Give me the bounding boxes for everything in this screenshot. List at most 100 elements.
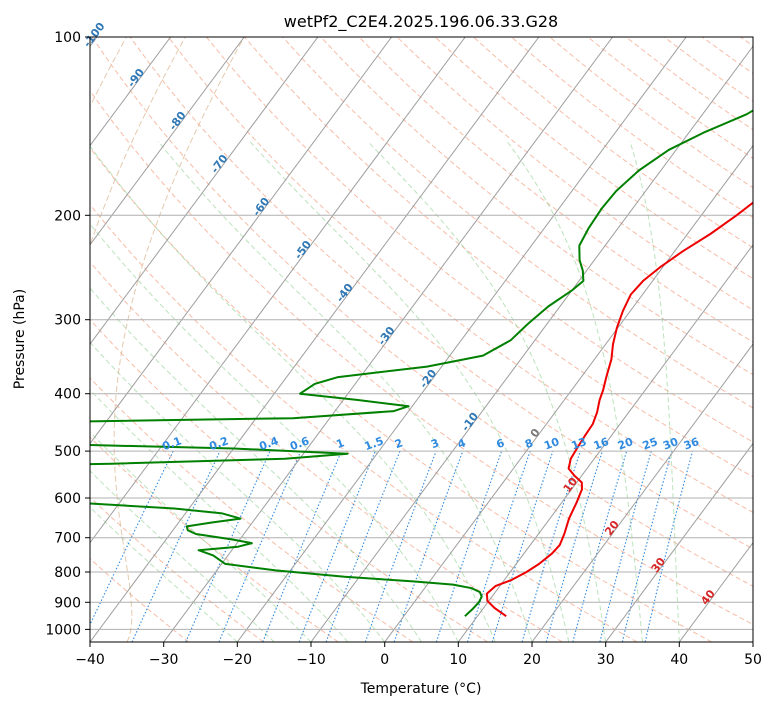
mixing-ratio-label: 0.4 (257, 434, 280, 453)
moist-adiabat (90, 389, 349, 642)
mixing-ratio-line (599, 450, 652, 642)
dry-adiabat (167, 37, 753, 514)
mixing-ratio-line (435, 450, 503, 642)
dry-adiabat (434, 37, 753, 280)
mixing-ratio-label: 30 (661, 435, 680, 453)
mixing-ratio-label: 3 (429, 436, 441, 451)
mixing-ratio-line (545, 450, 603, 642)
dry-adiabat (90, 436, 339, 642)
mixing-ratio-label: 0.6 (288, 434, 311, 453)
x-tick-label: 10 (449, 652, 467, 668)
x-tick-label: 40 (670, 652, 688, 668)
isotherm (90, 37, 540, 642)
isotherm (90, 37, 319, 345)
mixing-ratio-line (572, 450, 628, 642)
isotherm (752, 641, 753, 642)
mixing-ratio-line (521, 450, 581, 642)
x-tick-label: −10 (296, 652, 326, 668)
y-tick-label: 400 (54, 387, 81, 403)
isotherm-label: -70 (208, 152, 231, 176)
dry-adiabat (740, 37, 753, 47)
y-tick-label: 200 (54, 208, 81, 224)
y-tick-label: 100 (54, 30, 81, 46)
y-tick-label: 600 (54, 491, 81, 507)
moist-adiabat (157, 140, 533, 642)
x-tick-label: −30 (149, 652, 179, 668)
mixing-ratio-label: 8 (523, 436, 535, 451)
isotherm-label: -10 (459, 410, 482, 434)
mixing-ratio-line (466, 450, 531, 642)
moist-adiabat (90, 431, 312, 642)
moist-adiabat (249, 140, 570, 642)
dewpoint-profile (90, 109, 753, 617)
x-tick-label: −40 (75, 652, 105, 668)
moist-adiabat (90, 145, 496, 642)
dry-adiabat (90, 146, 712, 642)
profile-lines (90, 109, 753, 618)
isotherm (384, 144, 753, 642)
isotherm (90, 37, 245, 246)
y-tick-label: 800 (54, 565, 81, 581)
mixing-ratio-label: 20 (616, 435, 635, 453)
dry-adiabat (663, 37, 753, 102)
y-tick-label: 900 (54, 595, 81, 611)
mixing-ratio-line (621, 450, 673, 642)
isotherm-label: -30 (375, 324, 398, 348)
isotherm-label: -100 (81, 20, 108, 50)
isotherm-label: 20 (602, 518, 622, 538)
dry-adiabat (90, 261, 563, 642)
y-tick-label: 1000 (45, 622, 81, 638)
mixing-ratio-line (262, 450, 343, 642)
mixing-ratio-line (325, 450, 401, 642)
isotherm-label: -90 (125, 66, 148, 90)
mixing-ratio-label: 2 (393, 436, 405, 451)
chart-title: wetPf2_C2E4.2025.196.06.33.G28 (284, 12, 558, 32)
isotherm (310, 45, 753, 642)
isotherm (457, 243, 753, 642)
mixing-ratio-line (185, 450, 271, 642)
dry-adiabat (511, 37, 753, 219)
dry-adiabat (90, 203, 638, 642)
isotherm-label: -80 (166, 109, 189, 133)
grid-lines (90, 37, 753, 642)
mixing-ratio-line (218, 450, 302, 642)
isotherm (236, 37, 687, 642)
saturation-curve (90, 37, 186, 247)
mixing-ratio-line (393, 450, 464, 642)
mixing-ratio-label: 13 (570, 435, 589, 452)
saturation-curve (113, 37, 245, 642)
mixing-ratio-line (90, 450, 174, 626)
x-tick-label: −20 (223, 652, 253, 668)
mixing-ratio-label: 16 (592, 435, 611, 453)
dry-adiabat (244, 37, 753, 443)
y-tick-label: 700 (54, 531, 81, 547)
temperature-profile (485, 201, 753, 618)
dry-adiabat (396, 37, 753, 311)
x-axis: −40 −30 −20 −10 0 10 20 30 40 50 (75, 642, 762, 668)
mixing-ratio-label: 0.2 (207, 434, 230, 453)
y-axis-label: Pressure (hPa) (12, 289, 28, 389)
dry-adiabat (473, 37, 753, 249)
y-tick-label: 300 (54, 313, 81, 329)
mixing-ratio-line (364, 450, 437, 642)
mixing-ratio-label: 1.5 (363, 434, 386, 453)
x-tick-label: 50 (744, 652, 762, 668)
mixing-ratio-label: 10 (542, 435, 561, 453)
dry-adiabat (90, 90, 753, 626)
dry-adiabat (282, 37, 753, 409)
isotherm (531, 343, 753, 642)
dry-adiabat (129, 37, 753, 550)
isotherm (90, 37, 466, 544)
isotherm (678, 541, 753, 642)
isotherm (605, 442, 753, 642)
dry-adiabat (90, 557, 190, 642)
mixing-ratio-label: 0.1 (161, 434, 184, 453)
mixing-ratio-label: 1 (334, 436, 346, 451)
mixing-ratio-label: 36 (682, 435, 701, 453)
y-axis: 100 200 300 400 500 600 700 800 900 1000 (45, 30, 90, 638)
mixing-ratio-label: 4 (456, 436, 468, 451)
x-tick-label: 20 (523, 652, 541, 668)
mixing-ratio-label: 6 (495, 436, 507, 451)
isotherm (90, 37, 172, 147)
